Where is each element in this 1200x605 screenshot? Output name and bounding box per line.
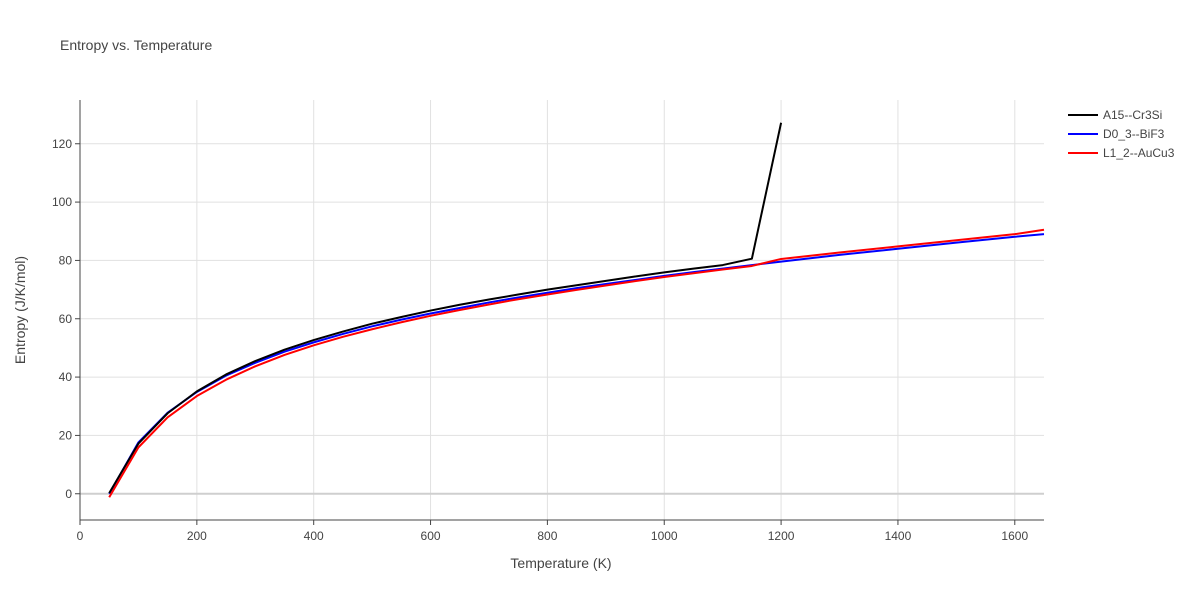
y-tick-label: 0 — [65, 487, 72, 501]
legend: A15--Cr3Si D0_3--BiF3 L1_2--AuCu3 — [1068, 108, 1175, 160]
x-tick-label: 400 — [304, 529, 324, 543]
x-axis-title: Temperature (K) — [510, 555, 611, 571]
chart-title: Entropy vs. Temperature — [60, 37, 212, 53]
x-tick-label: 1600 — [1001, 529, 1028, 543]
series-line-2 — [108, 228, 1045, 498]
y-tick-label: 60 — [59, 312, 73, 326]
legend-label: L1_2--AuCu3 — [1103, 146, 1175, 160]
x-tick-label: 800 — [537, 529, 557, 543]
series-line-1 — [108, 233, 1045, 495]
y-tick-label: 40 — [59, 370, 73, 384]
series-line-0 — [108, 122, 783, 494]
y-tick-label: 20 — [59, 428, 73, 442]
x-tick-label: 1400 — [885, 529, 912, 543]
x-tick-label: 1000 — [651, 529, 678, 543]
y-tick-label: 80 — [59, 253, 73, 267]
grid-layer — [80, 100, 1044, 520]
y-tick-label: 120 — [52, 137, 72, 151]
legend-label: D0_3--BiF3 — [1103, 127, 1165, 141]
axes-layer: 0 200 400 600 800 1000 1200 1400 1600 0 20 40 60 80 10… — [52, 100, 1044, 543]
x-tick-label: 600 — [421, 529, 441, 543]
x-tick-label: 200 — [187, 529, 207, 543]
x-tick-label: 0 — [77, 529, 84, 543]
legend-label: A15--Cr3Si — [1103, 108, 1162, 122]
y-axis-title: Entropy (J/K/mol) — [12, 256, 28, 364]
x-tick-label: 1200 — [768, 529, 795, 543]
series-layer — [108, 122, 1045, 498]
y-tick-label: 100 — [52, 195, 72, 209]
